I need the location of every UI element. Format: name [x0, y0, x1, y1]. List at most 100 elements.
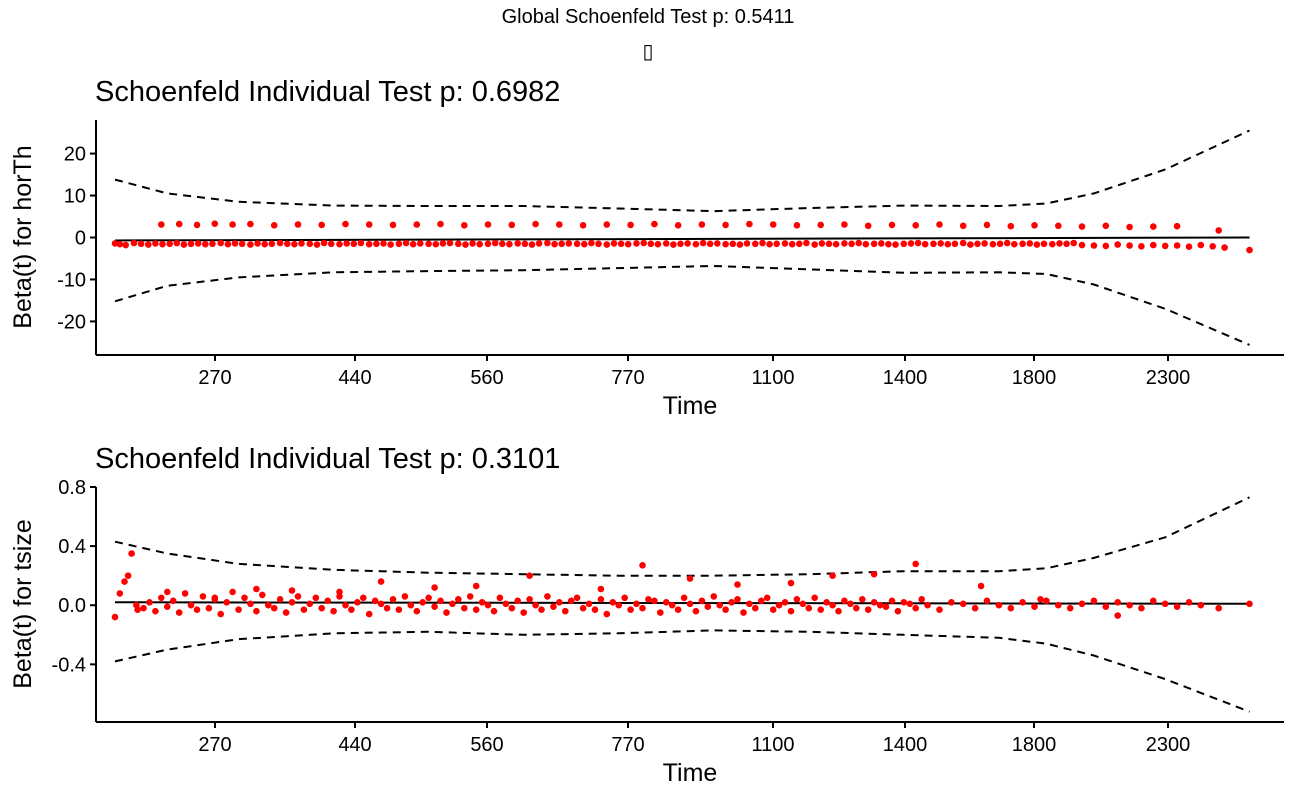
- residual-point: [461, 604, 468, 612]
- residual-point: [944, 240, 952, 248]
- residual-point: [924, 601, 931, 609]
- residual-point: [1049, 240, 1056, 248]
- residual-point: [743, 240, 751, 247]
- residual-point: [793, 222, 801, 229]
- residual-point: [668, 601, 676, 609]
- residual-point: [710, 593, 718, 600]
- residual-point: [164, 603, 171, 610]
- residual-point: [811, 594, 818, 602]
- residual-point: [1161, 600, 1169, 608]
- residual-point: [1197, 241, 1205, 249]
- residual-point: [853, 604, 860, 612]
- panel-title: Schoenfeld Individual Test p: 0.3101: [95, 443, 560, 475]
- residual-point: [983, 221, 991, 229]
- residual-point: [752, 604, 759, 612]
- residual-point: [193, 606, 201, 613]
- residual-point: [466, 593, 474, 600]
- residual-point: [894, 607, 902, 615]
- residual-point: [380, 240, 387, 247]
- residual-point: [796, 240, 803, 248]
- x-tick-label: 770: [611, 367, 644, 389]
- residual-point: [892, 241, 899, 248]
- residual-point: [425, 594, 432, 602]
- residual-point: [199, 593, 207, 600]
- x-tick-label: 560: [470, 367, 503, 389]
- residual-point: [870, 240, 878, 248]
- residual-point: [535, 240, 543, 247]
- residual-point: [692, 607, 700, 615]
- residual-point: [324, 597, 332, 605]
- residual-point: [565, 240, 573, 247]
- residual-point: [431, 603, 438, 610]
- residual-point: [284, 240, 291, 248]
- residual-point: [704, 603, 712, 610]
- residual-point: [597, 596, 605, 603]
- residual-point: [389, 596, 397, 603]
- residual-point: [1011, 240, 1018, 248]
- residual-point: [327, 240, 335, 248]
- residual-point: [1007, 222, 1015, 230]
- residual-point: [211, 594, 219, 602]
- residual-point: [951, 240, 959, 248]
- residual-point: [567, 597, 575, 605]
- residual-point: [937, 240, 944, 247]
- residual-point: [1215, 227, 1222, 234]
- residual-point: [906, 600, 914, 608]
- residual-point: [187, 601, 195, 609]
- residual-point: [229, 588, 236, 596]
- residual-point: [1114, 241, 1121, 248]
- residual-point: [164, 588, 171, 596]
- residual-point: [823, 599, 830, 606]
- residual-point: [936, 221, 943, 228]
- residual-point: [799, 600, 807, 608]
- residual-point: [472, 582, 480, 590]
- residual-point: [116, 590, 124, 597]
- residual-point: [639, 604, 646, 612]
- residual-point: [585, 600, 593, 608]
- residual-point: [948, 599, 955, 606]
- residual-point: [224, 240, 232, 248]
- residual-point: [229, 221, 236, 228]
- residual-point: [645, 596, 652, 603]
- residual-point: [312, 594, 320, 602]
- residual-point: [446, 239, 454, 247]
- residual-point: [291, 240, 298, 248]
- residual-point: [496, 594, 504, 602]
- x-tick-label: 1800: [1012, 734, 1057, 756]
- residual-point: [508, 604, 516, 612]
- residual-point: [357, 239, 365, 247]
- residual-point: [532, 601, 539, 609]
- residual-point: [1138, 604, 1145, 612]
- residual-point: [270, 222, 278, 229]
- residual-point: [180, 241, 188, 248]
- residual-point: [633, 600, 640, 608]
- x-tick-label: 440: [338, 734, 371, 756]
- residual-point: [959, 600, 967, 608]
- residual-point: [146, 599, 153, 606]
- residual-point: [862, 240, 870, 248]
- residual-point: [1150, 241, 1157, 249]
- residual-point: [469, 240, 476, 247]
- residual-point: [603, 610, 611, 618]
- residual-point: [443, 609, 450, 616]
- residual-point: [528, 241, 536, 248]
- residual-point: [728, 599, 735, 606]
- residual-point: [350, 240, 358, 248]
- residual-point: [520, 609, 527, 616]
- residual-point: [506, 240, 513, 248]
- residual-point: [829, 601, 836, 609]
- residual-point: [1185, 243, 1193, 250]
- residual-point: [294, 221, 302, 228]
- residual-point: [736, 241, 744, 248]
- residual-point: [1031, 222, 1038, 229]
- residual-point: [787, 579, 795, 587]
- residual-point: [1102, 603, 1110, 610]
- residual-point: [205, 604, 213, 612]
- residual-point: [437, 220, 444, 228]
- y-tick-label: -10: [57, 269, 86, 291]
- residual-point: [621, 594, 628, 602]
- residual-point: [835, 607, 842, 615]
- residual-point: [885, 240, 892, 248]
- residual-point: [615, 601, 622, 609]
- residual-point: [461, 222, 468, 229]
